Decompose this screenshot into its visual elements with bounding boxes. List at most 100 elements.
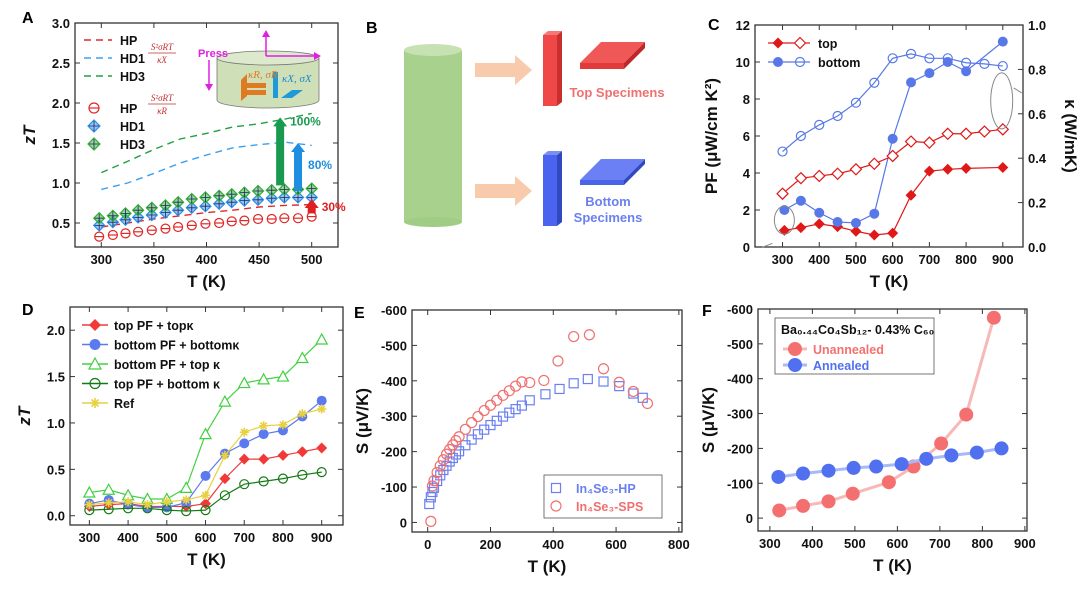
- data-point-circle-open: [181, 505, 192, 517]
- data-point-circle-open: [869, 77, 880, 88]
- data-point-circle: [788, 358, 802, 372]
- data-point-square: [516, 400, 527, 411]
- data-point-diamond: [305, 182, 319, 195]
- series-line: [782, 53, 1003, 152]
- data-point-circle: [316, 395, 327, 406]
- marker-cross: [227, 189, 237, 199]
- y2-tick-label: 0.0: [1028, 240, 1046, 255]
- data-point-star: [297, 409, 307, 419]
- cylinder-top: [404, 44, 462, 56]
- data-point-circle-open: [924, 53, 935, 64]
- data-point-circle: [239, 438, 250, 449]
- svg-text:κR: κR: [157, 106, 167, 116]
- marker-cross: [214, 191, 224, 201]
- y-tick-label: 1.5: [52, 136, 70, 151]
- x-tick-label: 400: [117, 530, 139, 545]
- marker-cross: [147, 203, 157, 213]
- data-point-square: [598, 376, 609, 387]
- x-tick-label: 900: [311, 530, 333, 545]
- data-point-circle: [944, 448, 959, 463]
- data-point-circle: [779, 205, 790, 215]
- data-point-circle-open: [568, 330, 580, 343]
- data-point-circle: [200, 218, 211, 229]
- legend-item: bottom: [768, 56, 860, 70]
- data-point-circle: [881, 475, 896, 490]
- x-tick-label: 800: [272, 530, 294, 545]
- marker-cross: [89, 121, 99, 131]
- data-point-circle: [172, 221, 184, 233]
- x-tick-label: 600: [887, 536, 909, 551]
- data-point-diamond: [960, 162, 972, 174]
- y-tick-label: 1.5: [47, 370, 65, 385]
- data-point-diamond: [131, 203, 145, 217]
- legend-item: HD3: [87, 137, 145, 152]
- data-point-circle-open: [453, 431, 465, 443]
- data-point-square: [550, 482, 562, 494]
- data-point-diamond: [185, 201, 199, 215]
- x-tick-label: 700: [233, 530, 255, 545]
- x-axis-label: T (K): [187, 272, 226, 291]
- data-point-circle: [994, 441, 1009, 456]
- series-bottom-pf-top-: [82, 332, 329, 505]
- y-tick-label: 1.0: [47, 416, 65, 431]
- data-point-circle-open: [979, 58, 990, 69]
- y2-tick-label: 0.6: [1028, 107, 1046, 122]
- data-point-diamond: [119, 207, 132, 220]
- data-point-circle-open: [794, 56, 806, 68]
- data-point-square: [466, 434, 477, 445]
- data-point-square: [504, 407, 515, 418]
- y2-tick-label: 0.2: [1028, 196, 1046, 211]
- chart-panel-a: 300 350 400 450 500 0.5 1.0 1.5 2.0 2.5 3.0 T (K) zT…: [20, 16, 346, 291]
- data-point-diamond: [199, 199, 212, 213]
- panel-label-a: A: [22, 10, 34, 27]
- data-point-circle: [869, 459, 884, 474]
- data-point-star: [181, 495, 191, 505]
- x-tick-label: 400: [542, 537, 564, 552]
- legend-label: HD3: [120, 138, 145, 152]
- marker-cross: [160, 200, 170, 210]
- legend-label: HP: [120, 102, 137, 116]
- data-point-circle-open: [832, 110, 843, 122]
- plot-frame: [411, 309, 683, 533]
- legend-item: HD1: [84, 52, 145, 66]
- data-point-diamond: [316, 442, 328, 454]
- marker-cross: [108, 211, 118, 221]
- y-tick-label: 12: [736, 18, 750, 33]
- data-point-circle-open: [472, 410, 484, 423]
- data-point-star: [142, 500, 152, 510]
- series-bottom: [777, 48, 1008, 157]
- marker-cross: [279, 184, 289, 194]
- data-point-diamond: [212, 197, 226, 211]
- legend-item: Annealed: [783, 358, 869, 373]
- panel-label-e: E: [354, 305, 365, 322]
- data-point-circle-open: [431, 466, 443, 479]
- data-point-diamond-open: [793, 36, 807, 50]
- data-point-circle: [771, 469, 786, 484]
- data-point-diamond: [212, 189, 226, 203]
- data-point-circle-open: [795, 130, 806, 142]
- data-point-diamond-open: [978, 125, 991, 138]
- arrow-head: [304, 199, 319, 208]
- legend-label: bottom PF + bottomκ: [114, 339, 239, 353]
- data-point-triangle: [315, 332, 329, 345]
- series-hp: [94, 211, 317, 242]
- data-point-circle: [919, 451, 934, 466]
- data-point-diamond: [199, 191, 212, 204]
- series-in-se-sps: [425, 329, 654, 527]
- legend: Ba₀.₄₄Co₄Sb₁₂- 0.43% C₆₀ Unannealed Anneal…: [774, 317, 935, 375]
- legend-item: Ref: [82, 397, 135, 411]
- legend-item: top PF + bottom κ: [82, 378, 220, 392]
- svg-text:κX: κX: [157, 55, 167, 65]
- data-point-star: [317, 404, 327, 414]
- series-hd3: [101, 112, 312, 174]
- x-tick-label: 900: [1014, 536, 1036, 551]
- increase-arrow-icon: 80%: [291, 143, 332, 191]
- data-point-diamond: [905, 189, 917, 201]
- panel-label-d: D: [22, 302, 34, 319]
- data-point-diamond: [159, 199, 172, 212]
- data-point-circle: [279, 213, 290, 224]
- legend-label: HP: [120, 34, 137, 48]
- data-point-star: [123, 497, 133, 507]
- bottom-specimens-label-line2: Specimens: [574, 210, 643, 225]
- data-point-circle: [292, 213, 304, 224]
